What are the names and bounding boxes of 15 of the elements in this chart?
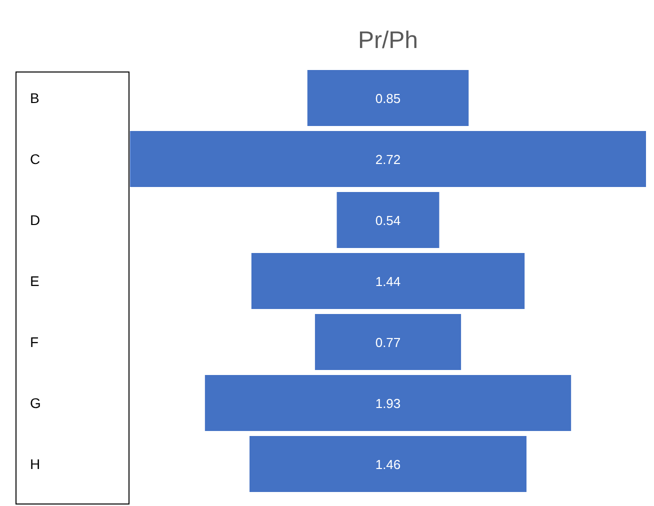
text: Pr/Ph bbox=[358, 27, 418, 54]
data-label: 0.77 bbox=[375, 335, 401, 350]
category-label: E bbox=[30, 273, 40, 289]
data-label: 0.54 bbox=[375, 213, 401, 228]
category-label: B bbox=[30, 90, 40, 106]
data-label: 0.85 bbox=[375, 91, 401, 106]
data-label: 2.72 bbox=[375, 152, 401, 167]
category-label: H bbox=[30, 456, 40, 472]
data-label: 1.44 bbox=[375, 274, 401, 289]
category-label: F bbox=[30, 334, 39, 350]
category-label: C bbox=[30, 151, 40, 167]
category-label: G bbox=[30, 395, 41, 411]
data-label: 1.46 bbox=[375, 457, 401, 472]
data-label: 1.93 bbox=[375, 396, 401, 411]
category-label: D bbox=[30, 212, 40, 228]
